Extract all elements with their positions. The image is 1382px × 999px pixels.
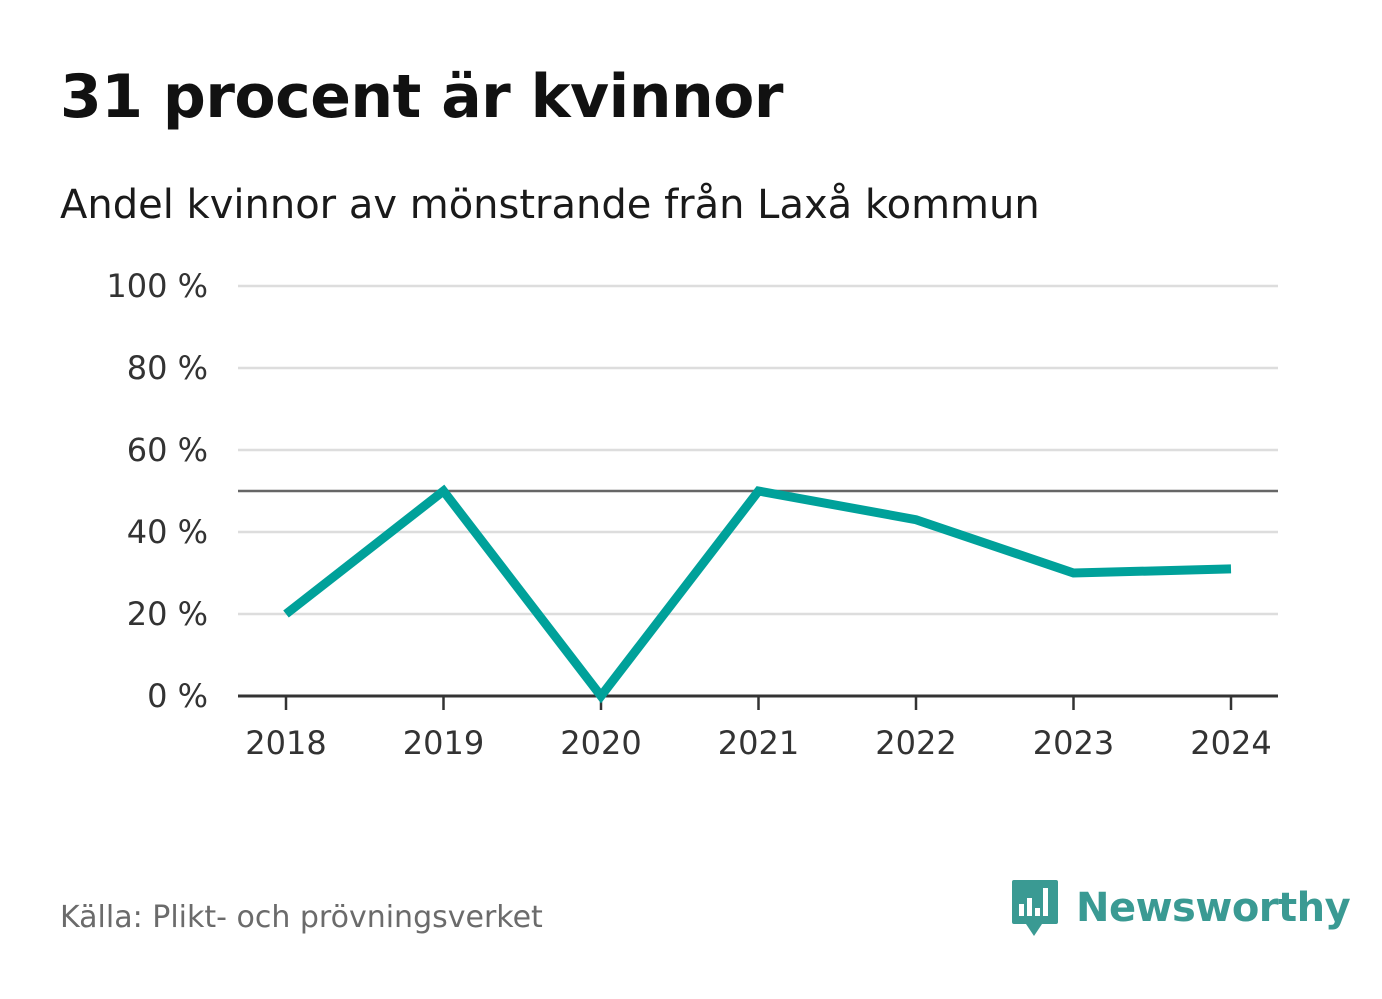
x-tick-label-2024: 2024 <box>1190 724 1271 762</box>
x-tick-label-2022: 2022 <box>875 724 956 762</box>
x-tick-label-2020: 2020 <box>560 724 641 762</box>
chart-subtitle: Andel kvinnor av mönstrande från Laxå ko… <box>60 182 1040 228</box>
x-tick-label-2021: 2021 <box>718 724 799 762</box>
series-layer <box>283 484 1232 704</box>
y-tick-label-80: 80 % <box>127 349 208 387</box>
x-axis <box>238 694 1278 710</box>
chart-title: 31 procent är kvinnor <box>60 62 783 132</box>
x-tick-label-2018: 2018 <box>245 724 326 762</box>
source-note: Källa: Plikt- och prövningsverket <box>60 900 543 935</box>
brand-name: Newsworthy <box>1076 885 1351 931</box>
brand-logo: Newsworthy <box>1010 878 1351 938</box>
y-tick-label-40: 40 % <box>127 513 208 551</box>
x-tick-label-2019: 2019 <box>403 724 484 762</box>
y-tick-label-60: 60 % <box>127 431 208 469</box>
x-tick-labels: 2018 2019 2020 2021 2022 2023 2024 <box>245 724 1271 762</box>
y-tick-labels: 0 % 20 % 40 % 60 % 80 % 100 % <box>106 267 208 715</box>
y-tick-label-0: 0 % <box>147 677 208 715</box>
gridlines <box>238 284 1278 616</box>
x-tick-label-2023: 2023 <box>1033 724 1114 762</box>
y-tick-label-100: 100 % <box>106 267 208 305</box>
series-line-0 <box>283 484 1232 704</box>
y-tick-label-20: 20 % <box>127 595 208 633</box>
newsworthy-logo-icon <box>1012 880 1058 936</box>
